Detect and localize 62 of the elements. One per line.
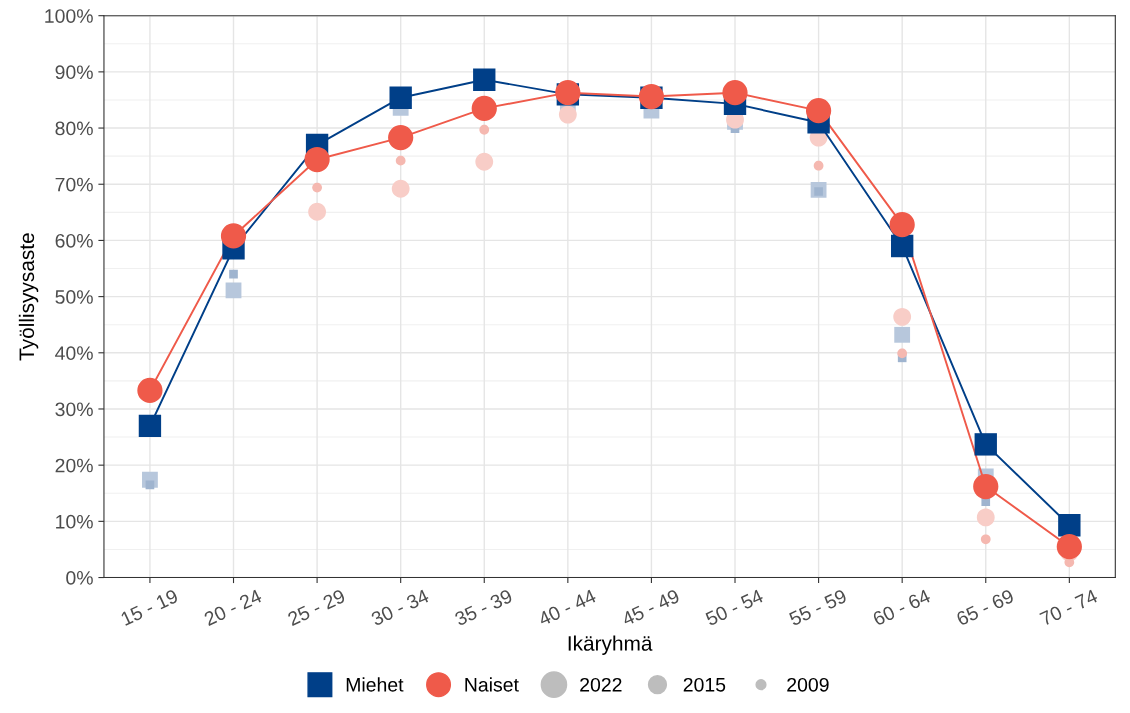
y-axis-title: Työllisyysaste — [18, 233, 39, 361]
y-tick-label: 50% — [55, 290, 93, 304]
y-tick-label: 10% — [56, 514, 93, 529]
point — [395, 155, 406, 166]
point — [813, 160, 824, 171]
x-tick-label: 20 - 24 — [203, 588, 263, 627]
point — [1056, 534, 1082, 560]
point — [138, 414, 162, 438]
point — [137, 377, 163, 404]
point — [229, 269, 238, 279]
x-tick-label: 25 - 29 — [286, 588, 346, 627]
x-tick-label: 45 - 49 — [620, 588, 681, 627]
x-tick-label: 60 - 64 — [872, 588, 932, 627]
point — [890, 234, 914, 258]
legend-label: 2022 — [580, 677, 622, 692]
x-tick-label: 55 - 59 — [788, 588, 848, 627]
point — [471, 95, 497, 122]
point — [475, 152, 494, 171]
point — [897, 348, 908, 359]
x-tick-label: 35 - 39 — [453, 588, 514, 627]
y-tick-label: 20% — [55, 458, 93, 473]
y-tick-label: 60% — [55, 233, 93, 248]
point — [976, 508, 995, 527]
point — [304, 146, 330, 173]
point — [391, 179, 410, 198]
point — [805, 98, 832, 124]
x-tick-label: 70 - 74 — [1039, 588, 1099, 627]
y-tick-label: 90% — [55, 65, 93, 80]
legend-label: 2015 — [683, 677, 726, 692]
y-tick-label: 0% — [66, 571, 93, 585]
point — [388, 124, 414, 151]
y-tick-label: 100% — [45, 9, 93, 23]
point — [473, 68, 496, 91]
x-tick-label: 50 - 54 — [704, 588, 765, 627]
x-tick-label: 30 - 34 — [370, 588, 430, 627]
point — [980, 534, 991, 545]
legend-label: 2009 — [787, 677, 829, 692]
x-tick-label: 15 - 19 — [120, 588, 179, 626]
point — [558, 105, 577, 124]
point — [893, 307, 912, 326]
point — [225, 282, 242, 299]
y-tick-label: 40% — [55, 346, 93, 361]
point — [722, 80, 748, 106]
legend-label: Naiset — [465, 677, 519, 692]
point — [312, 182, 322, 193]
point — [308, 202, 327, 221]
point — [389, 86, 412, 109]
y-tick-label: 30% — [55, 402, 93, 417]
point — [974, 433, 997, 456]
point — [220, 223, 247, 249]
point — [145, 480, 155, 490]
x-axis-title: Ikäryhmä — [568, 635, 653, 655]
x-tick-label: 65 - 69 — [955, 588, 1015, 627]
point — [894, 326, 911, 343]
point — [889, 212, 915, 238]
x-tick-label: 40 - 44 — [537, 588, 597, 627]
point — [1058, 514, 1081, 537]
point — [973, 473, 999, 500]
legend-label: Miehet — [346, 677, 404, 692]
y-tick-label: 70% — [55, 177, 93, 192]
y-tick-label: 80% — [55, 121, 93, 136]
point — [479, 124, 490, 135]
